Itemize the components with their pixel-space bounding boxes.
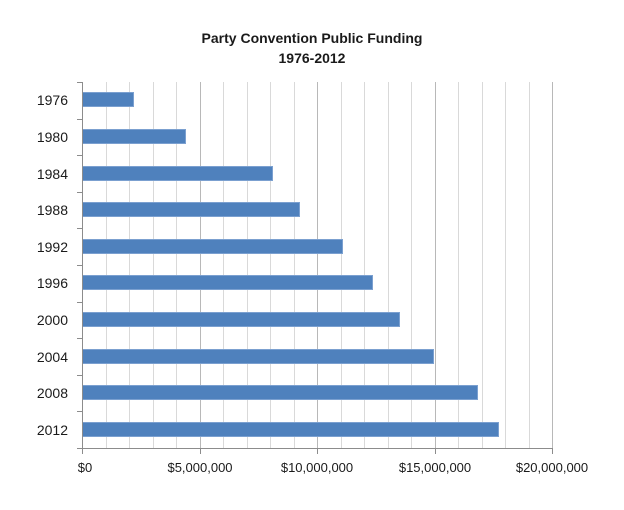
chart-title-main: Party Convention Public Funding	[201, 30, 423, 46]
y-axis-tick	[77, 192, 82, 193]
bar-1992	[83, 239, 343, 254]
gridline	[317, 82, 318, 448]
x-axis-tick-label: $0	[77, 460, 93, 475]
chart-subtitle: 1976-2012	[278, 50, 346, 66]
bar-1996	[83, 275, 373, 290]
bar-2008	[83, 385, 478, 400]
gridline	[270, 82, 271, 448]
x-axis-tick	[82, 448, 83, 454]
y-axis-tick	[77, 119, 82, 120]
y-axis-category-label: 1976	[36, 92, 68, 108]
gridline	[552, 82, 553, 448]
gridline	[482, 82, 483, 448]
bar-2000	[83, 312, 400, 327]
gridline	[529, 82, 530, 448]
x-axis-tick	[435, 448, 436, 454]
gridline	[411, 82, 412, 448]
y-axis-category-label: 2000	[36, 312, 68, 328]
gridline	[176, 82, 177, 448]
x-axis-tick	[552, 448, 553, 454]
gridline	[435, 82, 436, 448]
x-axis-tick	[200, 448, 201, 454]
gridline	[505, 82, 506, 448]
y-axis-category-label: 1988	[36, 202, 68, 218]
gridline	[153, 82, 154, 448]
gridline	[223, 82, 224, 448]
chart-title: Party Convention Public Funding 1976-201…	[0, 28, 624, 68]
gridline	[200, 82, 201, 448]
gridline	[458, 82, 459, 448]
gridline	[129, 82, 130, 448]
plot-area	[82, 82, 553, 448]
y-axis-category-label: 1984	[36, 166, 68, 182]
y-axis-tick	[77, 375, 82, 376]
bar-1984	[83, 166, 273, 181]
gridline	[388, 82, 389, 448]
bar-1980	[83, 129, 186, 144]
y-axis-category-label: 1992	[36, 239, 68, 255]
bar-2012	[83, 422, 499, 437]
gridline	[247, 82, 248, 448]
y-axis-tick	[77, 155, 82, 156]
y-axis-line	[82, 82, 83, 449]
y-axis-tick	[77, 302, 82, 303]
bar-1976	[83, 92, 134, 107]
gridline	[294, 82, 295, 448]
y-axis-tick	[77, 265, 82, 266]
gridline	[106, 82, 107, 448]
y-axis-tick	[77, 82, 82, 83]
x-axis-tick-label: $10,000,000	[280, 460, 354, 475]
bar-1988	[83, 202, 300, 217]
gridline	[364, 82, 365, 448]
x-axis-tick-label: $20,000,000	[515, 460, 589, 475]
x-axis-tick	[317, 448, 318, 454]
y-axis-category-label: 1996	[36, 275, 68, 291]
x-axis-tick-label: $15,000,000	[398, 460, 472, 475]
x-axis-tick-label: $5,000,000	[167, 460, 233, 475]
y-axis-tick	[77, 411, 82, 412]
y-axis-category-label: 2004	[36, 349, 68, 365]
y-axis-category-label: 1980	[36, 129, 68, 145]
gridline	[341, 82, 342, 448]
y-axis-tick	[77, 228, 82, 229]
y-axis-category-label: 2008	[36, 385, 68, 401]
y-axis-tick	[77, 338, 82, 339]
y-axis-category-label: 2012	[36, 422, 68, 438]
bar-2004	[83, 349, 434, 364]
y-axis-tick	[77, 448, 82, 449]
